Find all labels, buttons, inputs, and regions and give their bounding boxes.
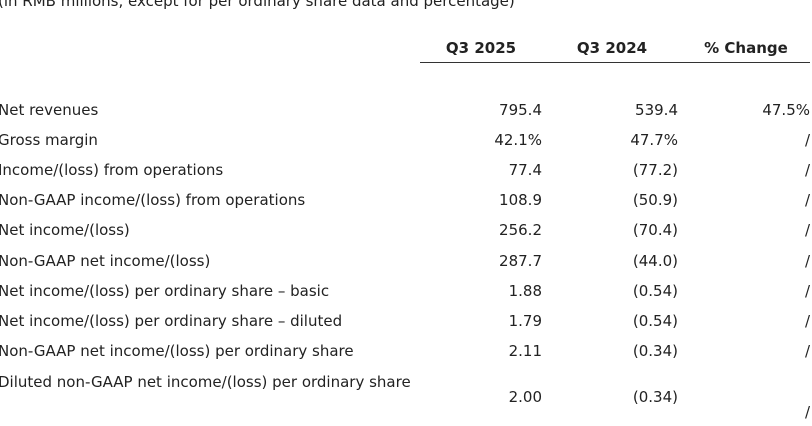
cell: (0.54) [632,311,678,330]
cell: (0.54) [632,281,678,300]
cell: 287.7 [499,251,542,270]
cell: / [804,161,810,180]
cell: 47.7% [630,131,678,150]
row-label: Net revenues [0,101,99,119]
cell: 256.2 [499,221,542,240]
cell: 42.1% [494,131,542,150]
cell: 539.4 [635,101,678,119]
cell: / [804,281,810,300]
cell: 47.5% [762,101,810,119]
cell: 2.11 [508,341,542,360]
cell: / [804,341,810,360]
cell: / [804,221,810,240]
cell: 77.4 [508,161,542,180]
cell: / [804,311,810,330]
cell: (77.2) [632,161,678,180]
cell: 2.00 [508,388,542,406]
cell: / [804,131,810,150]
row-label: Non-GAAP net income/(loss) [0,251,211,270]
cell: / [804,403,810,421]
cell: 1.79 [508,311,542,330]
cell: 795.4 [499,101,542,119]
row-label: Non-GAAP net income/(loss) per ordinary … [0,341,354,360]
header-rule [420,62,810,63]
row-label: Net income/(loss) per ordinary share – b… [0,281,330,300]
cell: (50.9) [632,191,678,210]
cell: 1.88 [508,281,542,300]
column-header: Q3 2025 [445,39,517,57]
cell: (0.34) [632,341,678,360]
cell: (0.34) [632,388,678,406]
column-header: % Change [704,39,788,57]
note: (in RMB millions, except for per ordinar… [0,0,515,10]
row-label: Non-GAAP income/(loss) from operations [0,191,306,210]
cell: 108.9 [499,191,542,210]
row-label: Gross margin [0,131,98,150]
row-label: Net income/(loss) per ordinary share – d… [0,311,343,330]
column-header: Q3 2024 [576,39,648,57]
row-label: Diluted non-GAAP net income/(loss) per o… [0,373,411,391]
cell: (70.4) [632,221,678,240]
cell: / [804,191,810,210]
cell: / [804,251,810,270]
cell: (44.0) [632,251,678,270]
row-label: Net income/(loss) [0,221,130,240]
row-label: Income/(loss) from operations [0,161,224,180]
